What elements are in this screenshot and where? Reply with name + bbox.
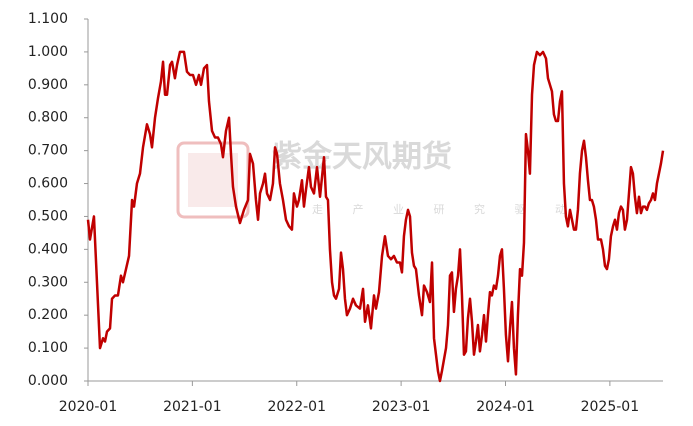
x-tick-label: 2023-01 (372, 399, 431, 415)
x-tick-label: 2024-01 (476, 399, 535, 415)
y-tick-label: 0.900 (28, 77, 68, 93)
x-tick-label: 2021-01 (163, 399, 222, 415)
y-tick-label: 0.400 (28, 241, 68, 257)
x-tick-label: 2025-01 (581, 399, 640, 415)
y-tick-label: 0.000 (28, 373, 68, 389)
y-tick-label: 1.000 (28, 44, 68, 60)
y-tick-label: 1.100 (28, 11, 68, 27)
y-tick-label: 0.300 (28, 274, 68, 290)
watermark: 紫金天风期货 (272, 140, 452, 175)
y-tick-label: 0.200 (28, 307, 68, 323)
y-tick-label: 0.800 (28, 110, 68, 126)
watermark-subtitle: 走 产 业 研 究 驱 动 (312, 202, 579, 216)
watermark-logo (176, 141, 250, 219)
y-tick-label: 0.700 (28, 143, 68, 159)
x-tick-label: 2020-01 (59, 399, 118, 415)
y-tick-label: 0.500 (28, 208, 68, 224)
data-line (86, 50, 665, 383)
y-tick-label: 0.100 (28, 340, 68, 356)
x-tick-label: 2022-01 (267, 399, 326, 415)
y-tick-label: 0.600 (28, 176, 68, 192)
